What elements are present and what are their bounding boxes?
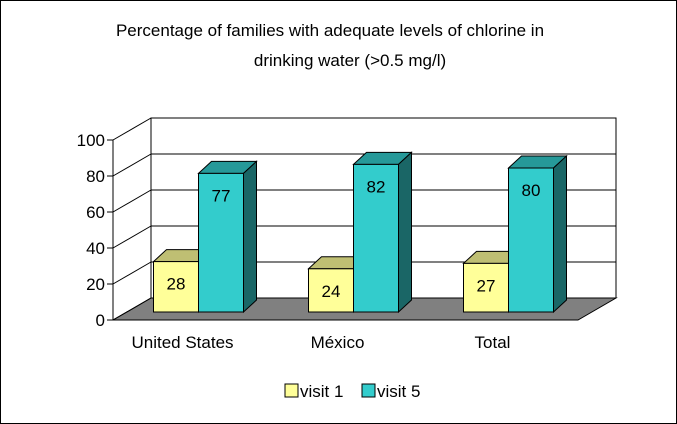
legend-label: visit 5 <box>377 382 420 401</box>
side-wall-line <box>112 153 152 177</box>
chart-title-line-1: Percentage of families with adequate lev… <box>116 21 544 40</box>
bar-side <box>553 154 567 314</box>
y-tick-label: 60 <box>86 203 105 222</box>
plot-area: 0 20 40 60 80 100 28 77 United States 24 82 México 2… <box>77 117 618 352</box>
data-label: 80 <box>522 181 541 200</box>
y-tick-label: 40 <box>86 239 105 258</box>
legend-label: visit 1 <box>300 382 343 401</box>
bar-side <box>398 151 412 314</box>
bar <box>198 172 244 313</box>
bar <box>463 262 509 313</box>
data-label: 27 <box>477 276 496 295</box>
x-tick-label: United States <box>131 333 233 352</box>
y-tick-label: 100 <box>77 131 105 150</box>
side-wall-line <box>112 225 152 249</box>
bar <box>308 268 354 313</box>
y-tick-label: 20 <box>86 275 105 294</box>
side-wall-line <box>112 261 152 285</box>
legend-swatch <box>361 383 376 398</box>
side-wall-line <box>112 117 152 141</box>
x-tick-label: Total <box>475 333 511 352</box>
legend: visit 1 visit 5 <box>284 382 420 401</box>
bar-side <box>243 160 257 314</box>
bar <box>153 261 199 313</box>
x-tick-label: México <box>311 333 365 352</box>
y-tick-label: 80 <box>86 167 105 186</box>
chart-title-line-2: drinking water (>0.5 mg/l) <box>254 51 446 70</box>
bar <box>353 163 399 313</box>
data-label: 28 <box>167 275 186 294</box>
side-wall-line <box>112 189 152 213</box>
bar <box>508 167 554 313</box>
legend-swatch <box>284 383 299 398</box>
y-tick-label: 0 <box>96 311 105 330</box>
side-wall-line <box>112 297 152 321</box>
data-label: 82 <box>367 177 386 196</box>
data-label: 24 <box>322 282 341 301</box>
data-label: 77 <box>212 186 231 205</box>
